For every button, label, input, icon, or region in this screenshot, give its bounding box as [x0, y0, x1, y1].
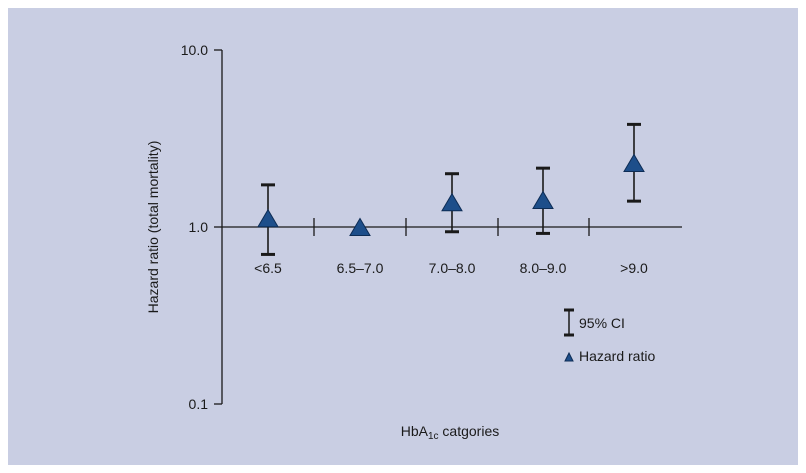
legend-hazard-ratio-symbol: [564, 351, 574, 362]
y-tick-label: 1.0: [189, 219, 209, 235]
x-tick-label: <6.5: [254, 260, 282, 276]
hazard-ratio-point: [532, 190, 554, 210]
x-axis-title-subscript: 1c: [428, 431, 439, 442]
legend-ci-symbol: [564, 308, 574, 337]
x-tick-label: 8.0–9.0: [520, 260, 567, 276]
x-axis-title-main: HbA: [401, 423, 429, 439]
chart-panel: [8, 8, 798, 465]
x-tick-label: >9.0: [620, 260, 648, 276]
x-axis-title: HbA1c catgories: [401, 423, 500, 442]
hazard-ratio-point: [441, 192, 463, 212]
hazard-ratio-point: [349, 217, 371, 236]
y-tick-label: 10.0: [181, 42, 208, 58]
x-axis-title-tail: catgories: [439, 423, 500, 439]
hazard-ratio-point: [623, 153, 645, 172]
hazard-ratio-markers: [257, 153, 645, 236]
x-tick-labels: <6.5 6.5–7.0 7.0–8.0 8.0–9.0 >9.0: [254, 260, 648, 276]
x-tick-label: 7.0–8.0: [429, 260, 476, 276]
y-tick-label: 0.1: [189, 396, 209, 412]
y-axis-title: Hazard ratio (total mortality): [145, 141, 161, 314]
legend: 95% CI Hazard ratio: [564, 308, 655, 364]
legend-ci-label: 95% CI: [579, 315, 625, 331]
hazard-ratio-point: [257, 208, 279, 228]
x-tick-label: 6.5–7.0: [337, 260, 384, 276]
error-bars: [261, 122, 641, 256]
legend-hazard-ratio-label: Hazard ratio: [579, 348, 655, 364]
y-axis: 10.0 1.0 0.1: [181, 42, 223, 412]
